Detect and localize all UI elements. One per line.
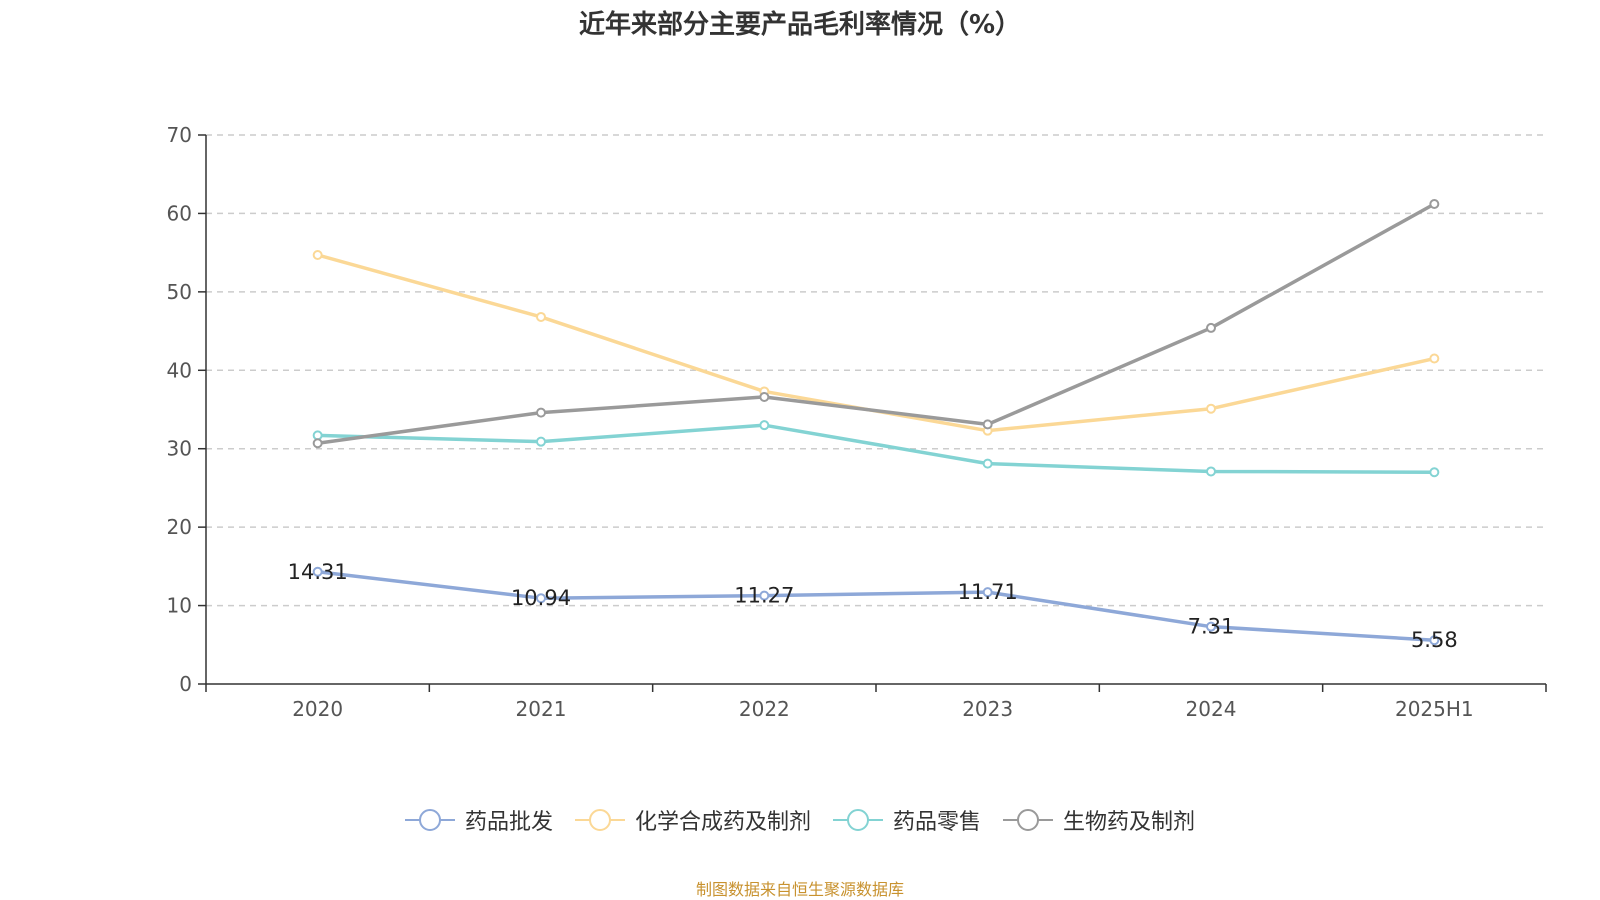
x-tick-label: 2023	[962, 697, 1013, 721]
data-point	[536, 407, 546, 418]
data-point	[982, 587, 993, 598]
axes: 0 10 20 30 40 50 60 70 2020 2021 2022 2023 2024 2025H…	[167, 123, 1547, 721]
data-label: 14.31	[288, 560, 348, 584]
data-point	[1206, 466, 1216, 477]
data-point	[536, 311, 546, 322]
series-line-3	[317, 423, 1435, 474]
data-point	[536, 593, 546, 604]
data-point	[536, 436, 546, 447]
legend-marker-icon	[833, 809, 883, 831]
y-tick-label: 30	[167, 437, 192, 461]
data-point	[1429, 353, 1440, 364]
legend-marker-icon	[574, 809, 625, 831]
x-tick-label: 2024	[1186, 697, 1237, 721]
data-point	[1206, 403, 1216, 414]
legend-label: 生物药及制剂	[1063, 810, 1196, 835]
series-lines	[312, 199, 1440, 646]
x-tick-label: 2021	[516, 697, 567, 721]
legend-circle	[1017, 809, 1040, 831]
y-tick-label: 0	[179, 672, 192, 696]
data-point	[1206, 621, 1216, 632]
data-point	[312, 438, 323, 449]
data-point	[759, 420, 770, 431]
data-label: 5.58	[1411, 628, 1458, 652]
x-tick-label: 2020	[292, 697, 343, 721]
series-line-2	[317, 253, 1435, 433]
data-point	[1429, 635, 1440, 646]
legend-label: 化学合成药及制剂	[634, 810, 811, 835]
x-tick-label: 2022	[739, 697, 790, 721]
data-point	[759, 391, 770, 402]
legend-item-1[interactable]: 药品批发	[404, 804, 553, 836]
y-tick-label: 40	[167, 358, 192, 382]
data-point	[1429, 467, 1440, 478]
legend: 药品批发 化学合成药及制剂 药品零售 生物药及制剂	[0, 804, 1600, 836]
data-point	[312, 566, 323, 577]
legend-marker-icon	[1003, 809, 1054, 831]
legend-circle	[418, 809, 441, 831]
legend-label: 药品零售	[893, 810, 982, 835]
legend-item-3[interactable]: 药品零售	[833, 804, 981, 836]
y-tick-label: 50	[167, 280, 192, 304]
data-point	[982, 458, 993, 469]
data-point	[312, 430, 323, 441]
y-tick-label: 20	[167, 515, 192, 539]
data-point	[759, 590, 770, 601]
data-label: 11.71	[958, 580, 1018, 604]
legend-circle	[847, 809, 869, 831]
data-label: 11.27	[734, 584, 794, 608]
source-note: 制图数据来自恒生聚源数据库	[695, 880, 904, 899]
legend-label: 药品批发	[464, 810, 553, 835]
y-tick-label: 70	[167, 123, 192, 147]
data-point	[1429, 199, 1440, 210]
legend-item-2[interactable]: 化学合成药及制剂	[574, 804, 811, 836]
legend-circle	[588, 809, 611, 831]
legend-item-4[interactable]: 生物药及制剂	[1003, 804, 1195, 836]
series-line-4	[317, 202, 1436, 445]
legend-marker-icon	[404, 809, 455, 831]
grid-lines	[206, 134, 1546, 607]
data-label: 10.94	[511, 586, 571, 610]
chart-title: 近年来部分主要产品毛利率情况（%）	[578, 10, 1022, 40]
x-tick-label: 2025H1	[1395, 697, 1474, 721]
series-line-1	[317, 570, 1435, 642]
data-point	[312, 249, 323, 260]
data-point	[1206, 322, 1216, 333]
y-tick-label: 10	[167, 594, 192, 618]
data-point	[982, 419, 993, 430]
line-chart: 0 10 20 30 40 50 60 70 2020 2021 2022 2023 2024 2025H…	[167, 123, 1547, 721]
data-labels: 14.31 10.94 11.27 11.71 7.31 5.58	[288, 560, 1458, 652]
data-label: 7.31	[1188, 615, 1235, 639]
y-tick-label: 60	[167, 201, 192, 225]
